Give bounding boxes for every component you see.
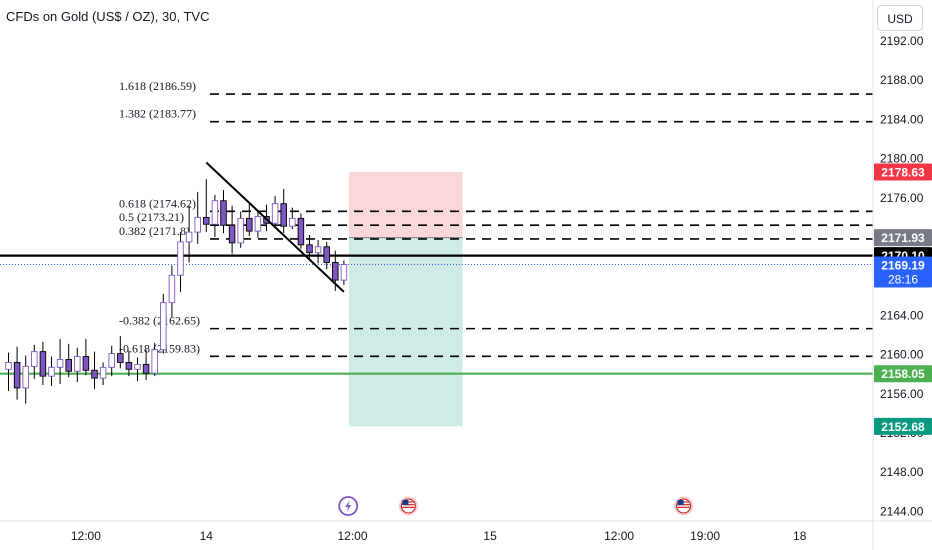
us-flag-canton (677, 500, 684, 505)
candle-body (125, 361, 133, 370)
candle-body (82, 356, 90, 371)
stop-zone (349, 172, 463, 238)
price-tick-label: 2144.00 (880, 504, 924, 518)
time-tick-label: 15 (483, 529, 497, 543)
candle-body (5, 361, 12, 370)
candle-body (142, 363, 150, 374)
stop-price-badge-bg (874, 163, 932, 181)
time-tick-label: 12:00 (71, 529, 101, 543)
trendline (205, 161, 345, 293)
price-tick-label: 2148.00 (880, 465, 924, 479)
candle-body (228, 224, 236, 244)
chart-title: CFDs on Gold (US$ / OZ), 30, TVC (6, 9, 210, 24)
price-tick-label: 2176.00 (880, 191, 924, 205)
current-price-badge-bg (874, 256, 932, 288)
candle-body (220, 200, 227, 226)
candle-body (280, 203, 287, 227)
candle-body (56, 359, 64, 368)
candle-body (117, 353, 124, 363)
candle-body (177, 241, 184, 276)
fib-level-label: 0.5 (2173.21) (119, 210, 184, 224)
candle-body (22, 365, 29, 389)
candle-body (31, 351, 38, 367)
candle-body (203, 216, 210, 225)
fib-level-label: 1.618 (2186.59) (119, 79, 196, 93)
candle-body (108, 353, 115, 368)
candle-body (74, 356, 81, 372)
candle-body (332, 262, 339, 281)
candle-body (151, 349, 158, 374)
time-tick-label: 18 (793, 529, 807, 543)
fib-level-label: 0.618 (2174.62) (119, 196, 196, 210)
price-tick-label: 2184.00 (880, 112, 924, 126)
target-zone (349, 237, 463, 427)
entry-price-badge-bg (874, 229, 932, 247)
plot-area: 1.618 (2186.59) 1.382 (2183.77) 0.618 (217… (0, 79, 873, 427)
candle-body (211, 200, 219, 225)
lightning-bolt-icon (345, 500, 352, 512)
time-tick-label: 12:00 (337, 529, 367, 543)
target-price-badge: 2152.68 (881, 420, 925, 434)
candle-body (323, 246, 330, 263)
us-flag-canton (402, 500, 409, 505)
time-tick-label: 14 (200, 529, 214, 543)
candle-body (271, 203, 279, 224)
candle-body (306, 244, 313, 254)
time-tick-label: 12:00 (604, 529, 634, 543)
candle-body (314, 246, 322, 254)
price-tick-label: 2192.00 (880, 34, 924, 48)
candle-body (340, 264, 348, 281)
candle-body (13, 361, 21, 389)
candle-body (65, 359, 72, 372)
fib-level-label: 1.382 (2183.77) (119, 107, 196, 121)
candle-body (48, 366, 55, 377)
candle-body (134, 363, 141, 370)
candle-body (168, 274, 176, 304)
candle-body (194, 216, 201, 233)
price-tick-label: 2180.00 (880, 152, 924, 166)
candle-body (289, 217, 296, 227)
fib-level-label: -0.618 (2159.83) (119, 341, 200, 355)
candle-body (237, 217, 244, 244)
candle-body (99, 366, 107, 379)
candle-body (185, 231, 193, 243)
candle-body (160, 302, 167, 351)
price-tick-label: 2188.00 (880, 73, 924, 87)
green-line-badge-bg (874, 365, 932, 383)
stop-price-badge: 2178.63 (881, 166, 925, 180)
entry-price-badge: 2171.93 (881, 231, 925, 245)
candle-body (91, 369, 98, 379)
currency-button[interactable]: USD (877, 5, 923, 31)
price-tick-label: 2156.00 (880, 387, 924, 401)
countdown-label: 28:16 (888, 273, 918, 287)
candle-body (254, 215, 262, 232)
candle-body (246, 217, 253, 232)
green-line-badge: 2158.05 (881, 367, 925, 381)
candle-body (297, 217, 305, 246)
fib-level-label: -0.382 (2162.65) (119, 314, 200, 328)
price-tick-label: 2160.00 (880, 348, 924, 362)
time-tick-label: 19:00 (690, 529, 720, 543)
candle-body (39, 351, 47, 377)
target-price-badge-bg (874, 417, 932, 435)
current-price-label: 2169.19 (881, 259, 925, 273)
price-tick-label: 2164.00 (880, 308, 924, 322)
fib-level-label: 0.382 (2171.8) (119, 224, 190, 238)
